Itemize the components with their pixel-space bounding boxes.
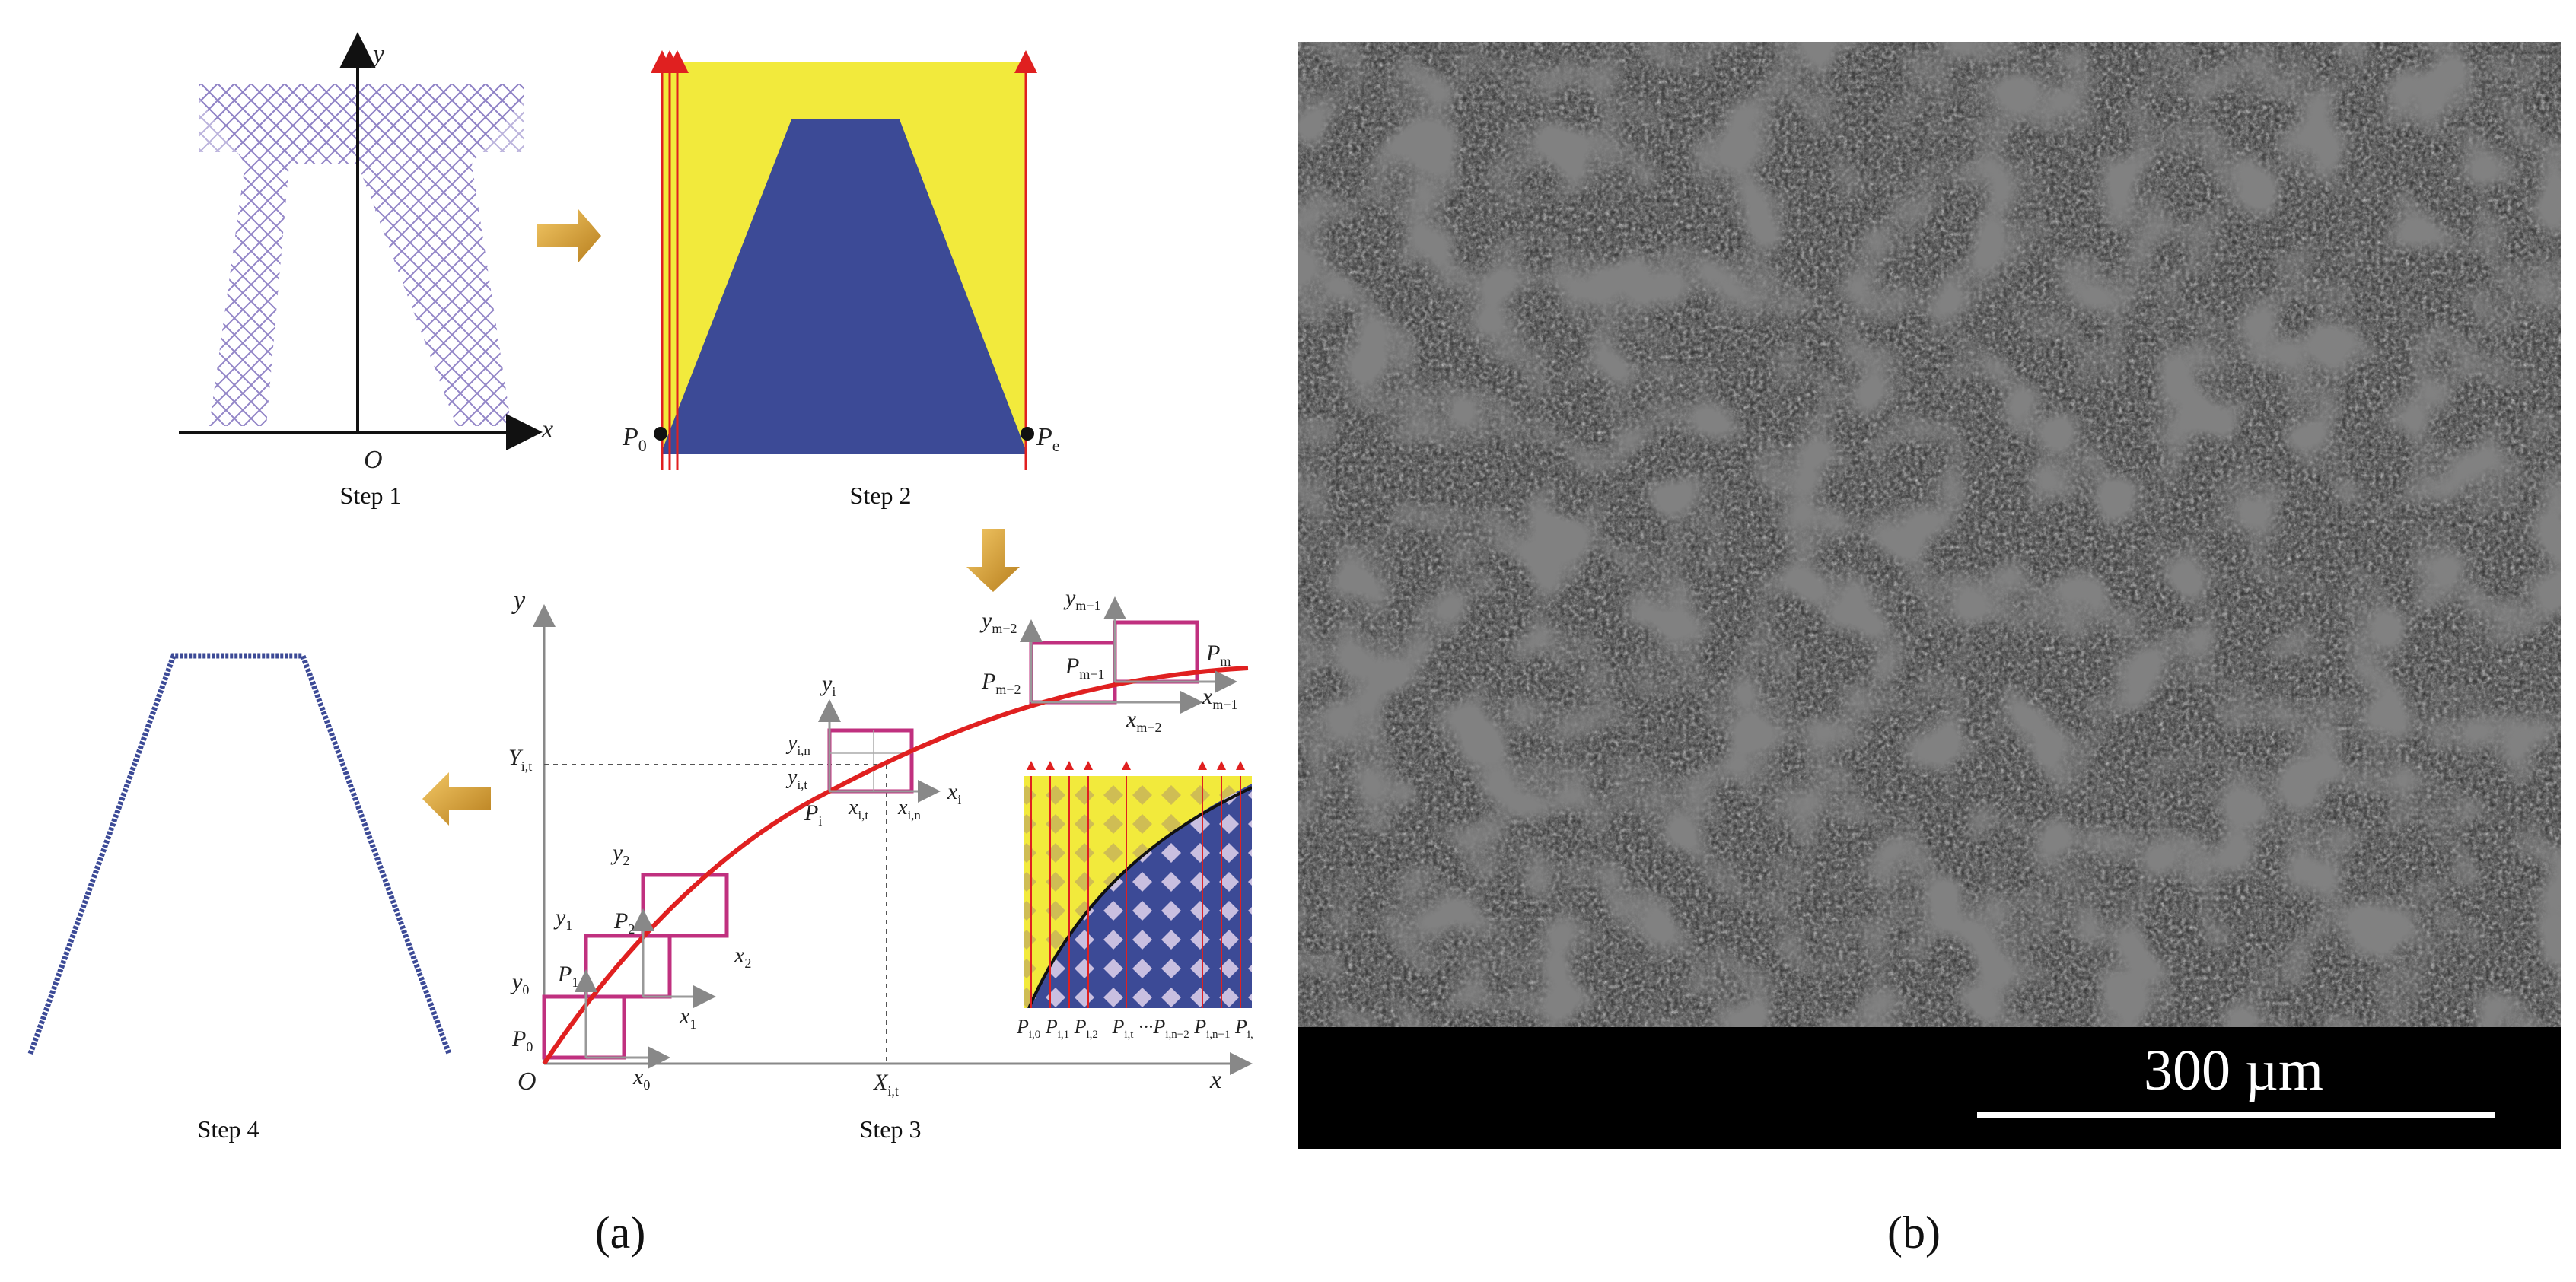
step3-x0-label: x0	[632, 1064, 650, 1093]
step3-x-label: x	[1209, 1066, 1221, 1094]
step2-red-rays	[651, 50, 1037, 470]
step2-diagram: P0 Pe Step 2	[622, 50, 1060, 509]
sem-scale-text: 300 µm	[2144, 1039, 2323, 1102]
step2-pe-label: Pe	[1036, 423, 1060, 455]
step3-y1-label: y1	[553, 905, 572, 933]
step3-box-guides	[585, 730, 912, 1058]
step3-p1-label: P1	[557, 962, 578, 990]
step3-x-tick-label: Xi,t	[873, 1070, 899, 1099]
step3-yi-label: yi	[820, 671, 836, 699]
step1-x-label: x	[541, 415, 553, 444]
step3-pm2-label: Pm−2	[981, 669, 1021, 697]
step2-blue-trapezoid	[661, 119, 1027, 454]
step3-diagram: y x O Yi,t Xi,t	[508, 585, 1253, 1143]
step2-p0-label: P0	[622, 423, 647, 455]
arrow-step1-to-step2	[537, 209, 601, 262]
step3-origin-label: O	[517, 1067, 537, 1096]
step3-xm2-label: xm−2	[1126, 707, 1161, 735]
step3-pm-label: Pm	[1205, 641, 1231, 669]
step4-caption: Step 4	[198, 1115, 260, 1143]
step3-p0-label: P0	[511, 1026, 533, 1055]
step1-caption: Step 1	[340, 482, 402, 509]
step3-inset: Pi,0 Pi,1 Pi,2 Pi,t ···Pi,n−2 Pi,n−1 Pi,	[1016, 761, 1253, 1042]
step3-y2-label: y2	[610, 840, 629, 868]
step1-diagram: y x O Step 1	[179, 32, 553, 509]
step2-caption: Step 2	[850, 482, 912, 509]
step3-y-tick-label: Yi,t	[508, 745, 532, 774]
step2-point-pe	[1021, 427, 1034, 441]
step3-x1-label: x1	[679, 1004, 696, 1032]
step3-yit-label: yi,t	[785, 765, 807, 792]
panel-b-label: (b)	[1887, 1207, 1941, 1258]
sem-micrograph: 300 µm	[1298, 42, 2561, 1149]
step3-x2-label: x2	[734, 943, 751, 971]
step1-origin-label: O	[364, 446, 383, 474]
step4-outline	[27, 653, 452, 1055]
step3-xit-label: xi,t	[848, 796, 868, 822]
step3-inset-labels: Pi,0 Pi,1 Pi,2 Pi,t ···Pi,n−2 Pi,n−1 Pi,	[1016, 1016, 1253, 1042]
step3-xi-label: xi	[947, 779, 961, 807]
step4-diagram: Step 4	[27, 653, 452, 1143]
step3-p2-label: P2	[613, 908, 635, 937]
panel-a-label: (a)	[595, 1207, 646, 1258]
step3-xin-label: xi,n	[897, 796, 921, 822]
step3-yin-label: yi,n	[785, 731, 810, 758]
step1-lattice	[199, 84, 524, 426]
sem-scale-strip	[1298, 1027, 2561, 1149]
arrow-step2-to-step3	[966, 529, 1020, 592]
step3-local-axes	[575, 596, 1237, 1069]
step3-xm1-label: xm−1	[1202, 684, 1237, 712]
step3-pm1-label: Pm−1	[1065, 654, 1104, 682]
step3-caption: Step 3	[860, 1115, 922, 1143]
step3-y0-label: y0	[510, 969, 529, 997]
arrow-step3-to-step4	[422, 772, 491, 826]
step3-ym1-label: ym−1	[1063, 585, 1100, 613]
step3-y-label: y	[511, 587, 526, 615]
step2-point-p0	[654, 427, 667, 441]
sem-scale-bar	[1977, 1112, 2495, 1118]
step3-ym2-label: ym−2	[979, 608, 1017, 636]
step3-pi-label: Pi	[804, 800, 822, 829]
step1-y-label: y	[371, 40, 385, 68]
